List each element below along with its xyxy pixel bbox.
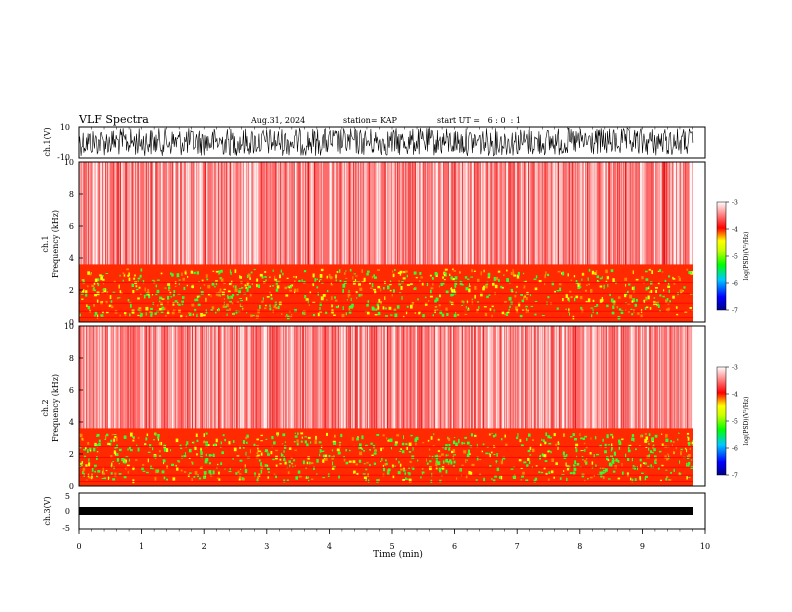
spec2ticks-label-4: 4 [69,418,74,427]
ch1-ylabel: ch.1(V) [43,127,52,156]
cb2ticks-label--6: -6 [732,446,738,453]
ch3-waveform-panel: 5 0 -5 ch.3(V) [43,492,706,533]
ch1-waveform-panel: 10 -10 ch.1(V) [43,123,706,162]
ch1-waveform-trace [78,127,694,157]
ch2-spectrogram-image [79,326,705,486]
cb2ticks-label--5: -5 [732,419,738,426]
spec1ticks-label-4: 4 [69,254,74,263]
station-label: station= KAP [343,116,398,125]
spec1ticks-label-6: 6 [69,222,74,231]
ch1-ytick-10: 10 [60,123,70,132]
xtick-label-0: 0 [76,542,81,551]
cb2ticks-label--4: -4 [732,392,738,399]
time-axis: 0 1 2 3 4 5 6 7 8 9 10 [76,127,710,551]
figure-title: VLF Spectra [78,113,149,126]
date-label: Aug.31, 2024 [250,116,305,125]
ch3-ytick-minus5: -5 [62,524,70,533]
ch1-ytick-minus10: -10 [57,153,70,162]
spec1ticks-label-0: 0 [69,318,74,327]
start-ut-label: start UT = 6 : 0 : 1 [437,116,521,125]
ch2-spectrogram-panel: 0 2 4 6 8 10 ch.2 Frequency (kHz) [41,322,706,491]
ch2-ylabel-freq: Frequency (kHz) [51,374,60,442]
cb1ticks-label--5: -5 [732,254,738,261]
ch2-colorbar: -3 -4 -5 -6 -7 log(PSD)(V²/Hz) [716,365,750,480]
xtick-label-2: 2 [202,542,207,551]
xtick-label-1: 1 [139,542,144,551]
spec1ticks-label-10: 10 [64,158,74,167]
ch3-ytick-0: 0 [65,507,70,516]
ch1-ylabel-top: ch.1 [41,235,50,252]
spec2ticks-label-6: 6 [69,386,74,395]
ch3-waveform-trace [79,507,693,515]
ch2-colorbar-label: log(PSD)(V²/Hz) [743,397,750,446]
ch1-spectrogram-image [79,162,705,322]
xtick-label-9: 9 [640,542,645,551]
cb2ticks-label--7: -7 [732,473,738,480]
xlabel: Time (min) [373,549,423,560]
cb1ticks-label--7: -7 [732,308,738,315]
xtick-label-7: 7 [515,542,520,551]
ch2-ylabel-top: ch.2 [41,399,50,416]
spec2ticks-label-8: 8 [69,354,74,363]
ch1-spectrogram-panel: 0 2 4 6 8 10 ch.1 Frequency (kHz) [41,158,706,327]
ch1-colorbar: -3 -4 -5 -6 -7 log(PSD)(V²/Hz) [716,200,750,315]
spec2ticks-label-10: 10 [64,322,74,331]
cb2ticks-label--3: -3 [732,365,738,372]
ch3-ylabel: ch.3(V) [43,496,52,525]
xtick-label-10: 10 [700,542,710,551]
ch1-ylabel-freq: Frequency (kHz) [51,210,60,278]
ch1-freq-ticks: 0 2 4 6 8 10 [64,158,83,327]
cb1ticks-label--4: -4 [732,227,738,234]
xtick-label-6: 6 [452,542,457,551]
cb1ticks-label--3: -3 [732,200,738,207]
spec2ticks-label-2: 2 [69,450,74,459]
xtick-label-8: 8 [577,542,582,551]
spec2ticks-label-0: 0 [69,482,74,491]
spec1ticks-label-2: 2 [69,286,74,295]
ch1-colorbar-label: log(PSD)(V²/Hz) [743,232,750,281]
ch2-freq-ticks: 0 2 4 6 8 10 [64,322,83,491]
spec1ticks-label-8: 8 [69,190,74,199]
cb1ticks-label--6: -6 [732,281,738,288]
xtick-label-5: 5 [389,542,394,551]
xtick-label-3: 3 [264,542,269,551]
xtick-label-4: 4 [327,542,332,551]
ch3-ytick-5: 5 [65,492,70,501]
